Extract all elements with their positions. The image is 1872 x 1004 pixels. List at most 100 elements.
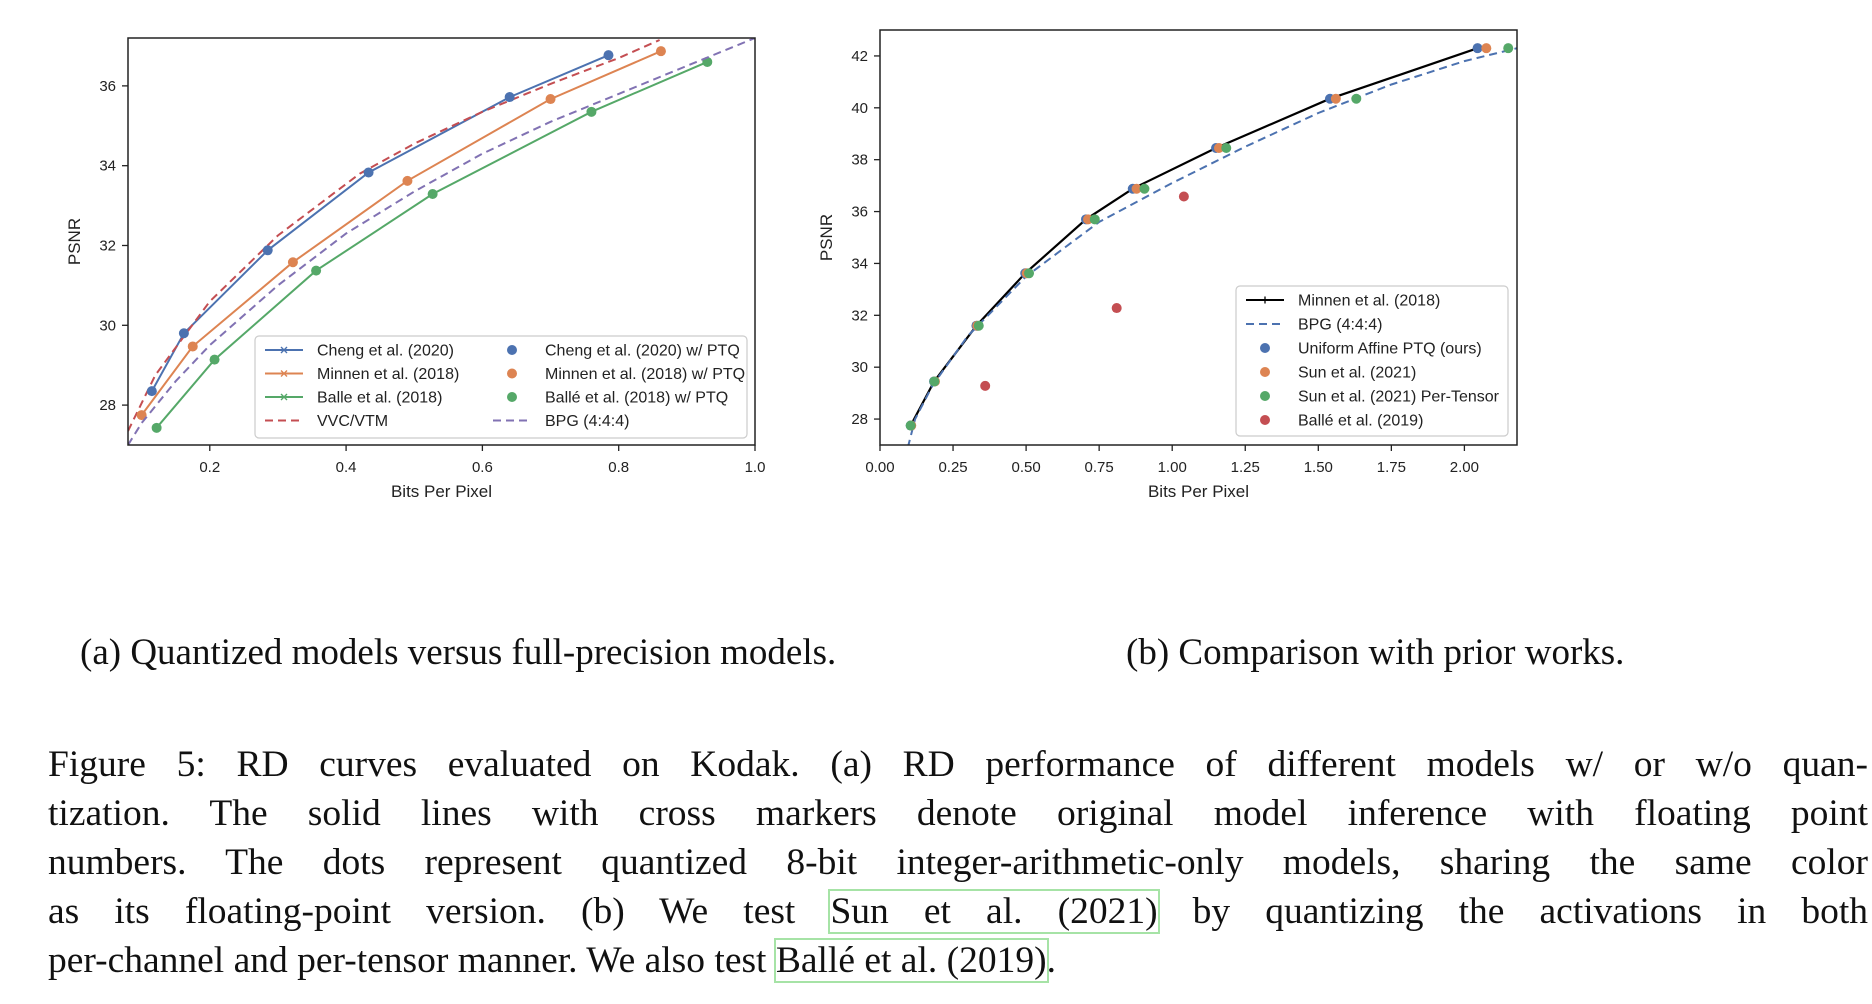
- data-point: [146, 386, 157, 397]
- x-tick-label: 1.75: [1377, 459, 1406, 476]
- data-point: [363, 167, 374, 178]
- data-point: [1351, 93, 1362, 104]
- legend-marker: [280, 393, 288, 401]
- legend-label: Cheng et al. (2020) w/ PTQ: [545, 343, 740, 360]
- data-point: [545, 94, 556, 105]
- data-point: [311, 265, 322, 276]
- y-tick-label: 30: [851, 359, 868, 376]
- legend-marker: [1261, 296, 1269, 304]
- data-point: [402, 175, 413, 186]
- caption-line-2: tization. The solid lines with cross mar…: [48, 793, 1868, 834]
- x-tick-label: 0.4: [336, 459, 357, 476]
- caption-line-4: as its floating-point version. (b) We te…: [48, 887, 1868, 936]
- caption-text: per-channel and per-tensor manner. We al…: [48, 940, 776, 981]
- series-balle-et-al-2018-w-ptq: [151, 56, 713, 433]
- legend-item-minnen-et-al-2018-w-ptq: Minnen et al. (2018) w/ PTQ: [507, 366, 745, 383]
- x-axis-label: Bits Per Pixel: [391, 482, 492, 501]
- x-tick-label: 0.75: [1085, 459, 1114, 476]
- plot-area: [905, 43, 1517, 445]
- series-line: [907, 47, 1517, 445]
- series-line: [140, 50, 662, 416]
- data-point: [905, 420, 916, 431]
- legend-box: [254, 335, 748, 439]
- data-point: [655, 46, 666, 57]
- series-balle-et-al-2019: [980, 191, 1189, 391]
- subcaption-a: (a) Quantized models versus full-precisi…: [80, 632, 837, 673]
- axes-frame: [879, 29, 1518, 446]
- legend-label: BPG (4:4:4): [545, 413, 629, 430]
- data-point: [1024, 268, 1035, 279]
- citation-link-sun-2021[interactable]: Sun et al. (2021): [828, 889, 1160, 934]
- legend-label: Minnen et al. (2018): [1298, 293, 1440, 310]
- legend-label: Sun et al. (2021) Per-Tensor: [1298, 389, 1500, 406]
- data-point: [1472, 43, 1483, 54]
- data-point: [427, 189, 438, 200]
- data-point: [929, 376, 940, 387]
- chart-a: 0.2 0.4 0.6 0.8 1.0 28 30 32 34 36 Bits Per Pixel P…: [65, 37, 765, 501]
- legend-marker: [280, 346, 288, 354]
- data-point: [980, 380, 991, 391]
- legend-item-cheng-et-al-2020: Cheng et al. (2020): [265, 343, 454, 360]
- legend-label: Ballé et al. (2019): [1298, 413, 1423, 430]
- citation-link-balle-2019[interactable]: Ballé et al. (2019): [773, 938, 1049, 983]
- data-point: [973, 320, 984, 331]
- x-tick-label: 1.00: [1158, 459, 1187, 476]
- x-tick-label: 0.00: [865, 459, 894, 476]
- x-tick-label: 0.8: [608, 459, 629, 476]
- data-point: [136, 410, 147, 421]
- x-tick-label: 1.25: [1231, 459, 1260, 476]
- caption-line-1: Figure 5: RD curves evaluated on Kodak. …: [48, 744, 1868, 785]
- y-tick-label: 34: [851, 255, 868, 272]
- legend-marker: [507, 392, 517, 402]
- x-tick-label: 0.6: [472, 459, 493, 476]
- data-point: [1481, 43, 1492, 54]
- legend-item-balle-et-al-2018-w-ptq: Ballé et al. (2018) w/ PTQ: [507, 390, 728, 407]
- legend-label: BPG (4:4:4): [1298, 317, 1382, 334]
- chart-b: 0.00 0.25 0.50 0.75 1.00 1.25 1.50 1.75 2.00 28 30…: [817, 29, 1518, 501]
- data-point: [1221, 143, 1232, 154]
- y-tick-label: 28: [851, 411, 868, 428]
- legend-label: Uniform Affine PTQ (ours): [1298, 341, 1482, 358]
- legend-item-bpg-4-4-4: BPG (4:4:4): [493, 413, 629, 430]
- caption-text: as its floating-point version. (b) We te…: [48, 891, 831, 932]
- x-tick-label: 0.2: [199, 459, 220, 476]
- data-point: [1131, 183, 1142, 194]
- data-point: [187, 341, 198, 352]
- legend: Cheng et al. (2020) Minnen et al. (2018) B…: [254, 335, 748, 439]
- legend-item-balle-et-al-2019: Ballé et al. (2019): [1260, 413, 1423, 430]
- legend-label: Minnen et al. (2018): [317, 366, 459, 383]
- x-tick-label: 1.50: [1304, 459, 1333, 476]
- legend-item-vvc-vtm: VVC/VTM: [265, 413, 388, 430]
- legend-item-cheng-et-al-2020-w-ptq: Cheng et al. (2020) w/ PTQ: [507, 343, 740, 360]
- caption-line-3: numbers. The dots represent quantized 8-…: [48, 842, 1868, 883]
- x-tick-label: 0.50: [1011, 459, 1040, 476]
- data-point: [209, 354, 220, 365]
- legend-label: Ballé et al. (2018) w/ PTQ: [545, 390, 728, 407]
- legend-label: Sun et al. (2021): [1298, 365, 1416, 382]
- series-cheng-et-al-2020-w-ptq: [146, 50, 614, 397]
- legend-label: Balle et al. (2018): [317, 390, 442, 407]
- data-point: [586, 106, 597, 117]
- x-tick-label: 2.00: [1450, 459, 1479, 476]
- x-axis-label: Bits Per Pixel: [1148, 482, 1249, 501]
- legend-label: VVC/VTM: [317, 413, 388, 430]
- legend-label: Minnen et al. (2018) w/ PTQ: [545, 366, 745, 383]
- data-point: [1178, 191, 1189, 202]
- data-point: [504, 92, 515, 103]
- data-point: [1330, 93, 1341, 104]
- y-tick-label: 34: [99, 158, 116, 175]
- series-sun-et-al-2021-per-tensor: [905, 43, 1514, 431]
- caption-line-5: per-channel and per-tensor manner. We al…: [48, 936, 1868, 985]
- y-axis-label: PSNR: [817, 214, 836, 261]
- data-point: [603, 50, 614, 61]
- legend-label: Cheng et al. (2020): [317, 343, 454, 360]
- y-tick-label: 30: [99, 317, 116, 334]
- legend-item-balle-et-al-2018: Balle et al. (2018): [265, 390, 442, 407]
- y-tick-label: 36: [851, 204, 868, 221]
- axes-frame: [127, 37, 756, 446]
- y-axis-label: PSNR: [65, 218, 84, 265]
- legend-marker: [507, 368, 517, 379]
- y-tick-label: 32: [851, 307, 868, 324]
- legend-marker: [1260, 415, 1270, 425]
